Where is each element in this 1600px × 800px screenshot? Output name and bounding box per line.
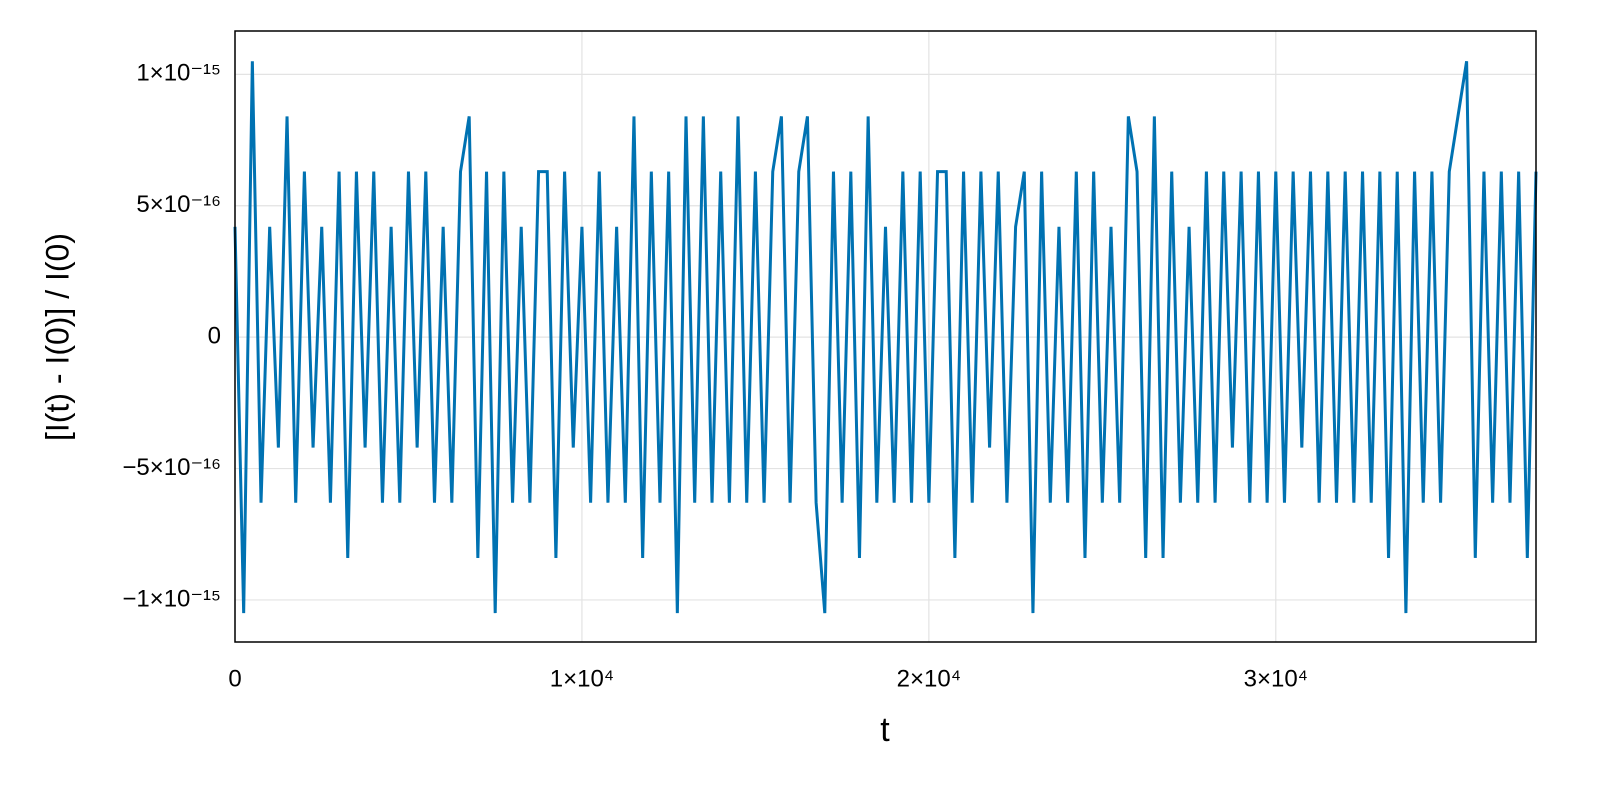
y-tick-label: −1×10⁻¹⁵ <box>122 585 221 612</box>
plot-frame <box>234 30 1537 643</box>
x-tick-label: 2×10⁴ <box>897 665 961 692</box>
y-tick-label: 5×10⁻¹⁶ <box>136 191 221 218</box>
y-axis-label: [I(t) - I(0)] / I(0) <box>39 233 75 441</box>
data-line <box>233 60 1538 614</box>
x-tick-label: 1×10⁴ <box>550 665 614 692</box>
x-tick-label: 0 <box>228 665 241 692</box>
x-tick-label: 3×10⁴ <box>1244 665 1308 692</box>
y-tick-label: 1×10⁻¹⁵ <box>136 60 221 87</box>
y-tick-label: 0 <box>208 323 221 350</box>
x-axis-label: t <box>880 711 890 749</box>
y-tick-label: −5×10⁻¹⁶ <box>122 454 221 481</box>
